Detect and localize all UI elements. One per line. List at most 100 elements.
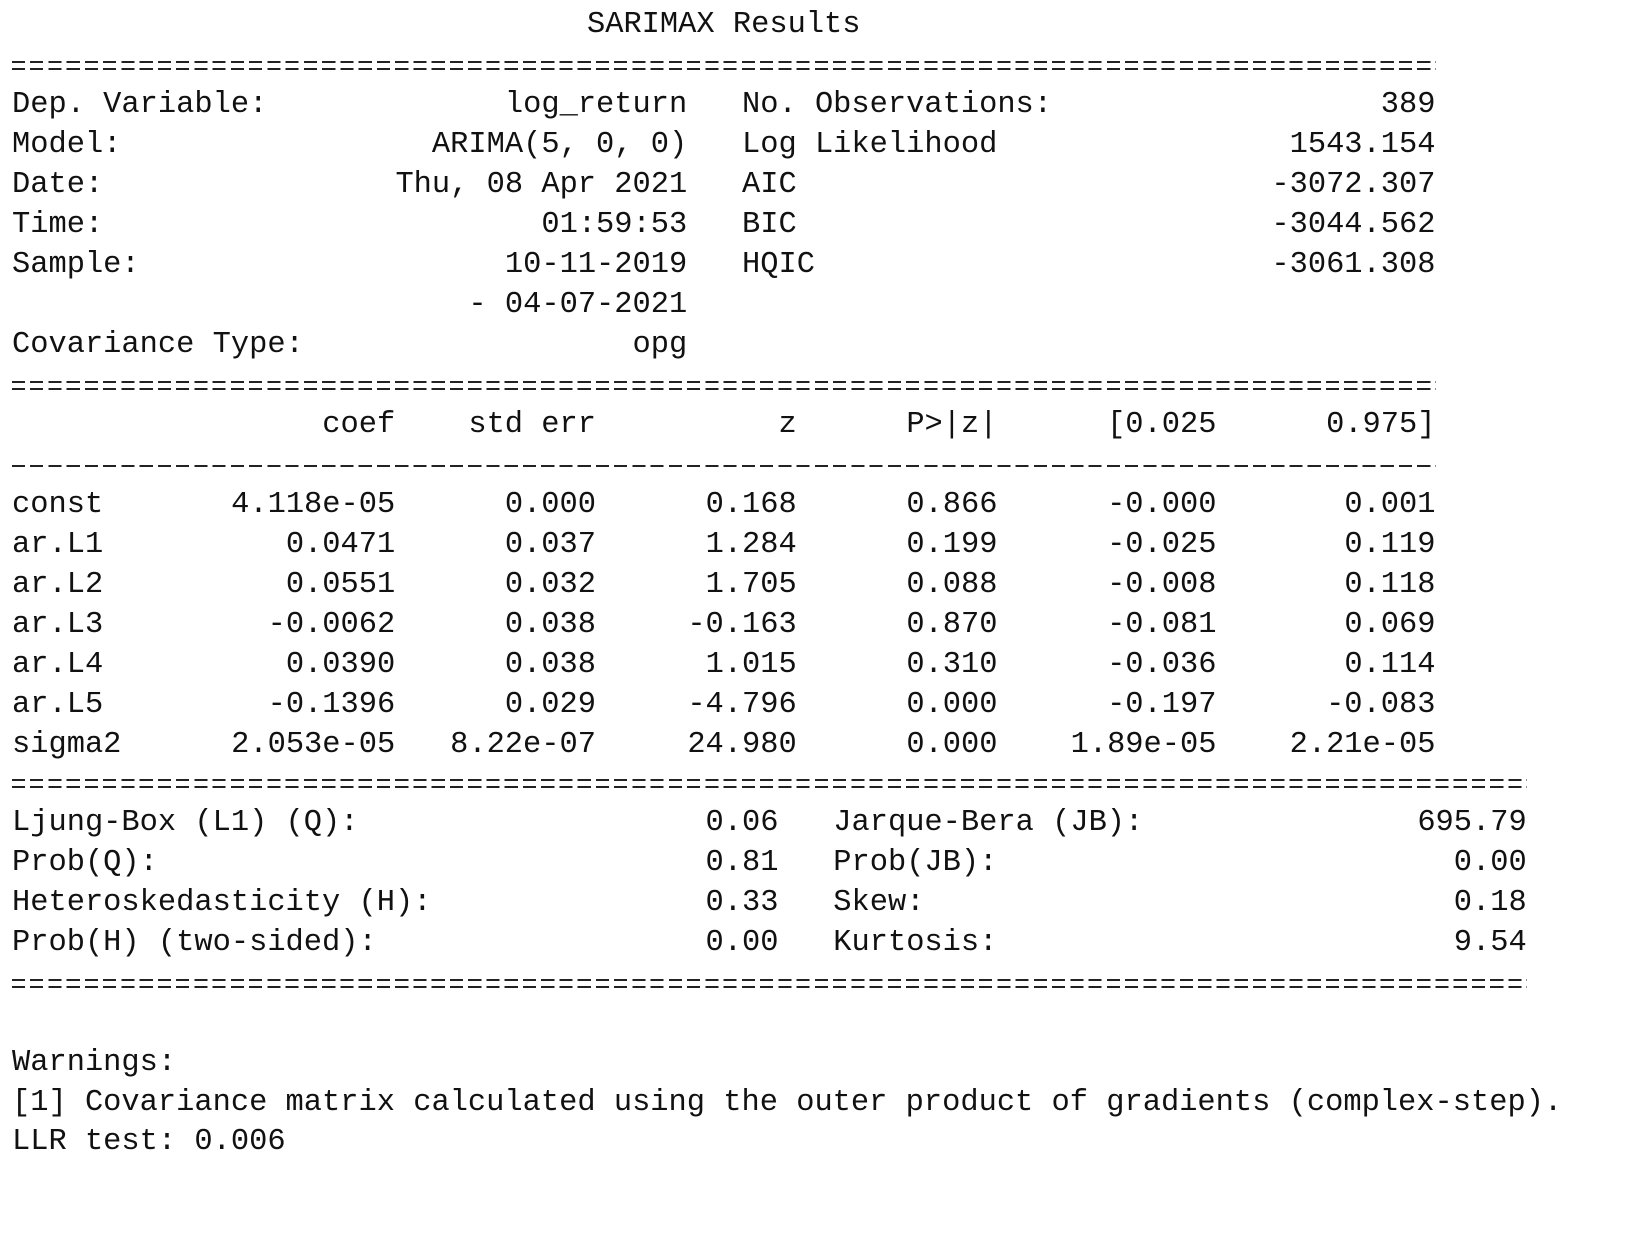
parameter-name: sigma2 xyxy=(12,728,122,762)
stat-label: Prob(JB): xyxy=(833,846,998,880)
stat-value: 0.00 xyxy=(1453,846,1527,880)
stat-label: Skew: xyxy=(833,886,925,920)
field-label: Time: xyxy=(12,208,104,242)
table-cell: 8.22e-07 xyxy=(450,728,596,762)
stat-label: Prob(H) (two-sided): xyxy=(12,926,377,960)
field-label: No. Observations: xyxy=(742,88,1053,122)
separator-bar xyxy=(12,381,1436,383)
column-header: P>|z| xyxy=(906,408,998,442)
parameter-name: ar.L5 xyxy=(12,688,104,722)
llr-test: LLR test: 0.006 xyxy=(12,1125,286,1159)
table-cell: -0.000 xyxy=(1107,488,1217,522)
warnings-heading: Warnings: xyxy=(12,1046,177,1080)
table-cell: -0.036 xyxy=(1107,648,1217,682)
separator-bar xyxy=(12,979,1527,981)
table-cell: 0.0551 xyxy=(285,568,396,602)
table-cell: 0.038 xyxy=(504,648,596,682)
table-cell: 1.705 xyxy=(705,568,797,602)
stat-label: Heteroskedasticity (H): xyxy=(12,886,432,920)
column-header: [0.025 xyxy=(1107,408,1217,442)
single-separator xyxy=(12,459,1436,471)
table-cell: 0.168 xyxy=(705,488,797,522)
table-cell: 0.199 xyxy=(906,528,998,562)
table-cell: -0.163 xyxy=(687,608,797,642)
table-cell: -0.0062 xyxy=(267,608,396,642)
table-cell: 1.015 xyxy=(705,648,797,682)
table-cell: 0.0471 xyxy=(285,528,396,562)
column-header: z xyxy=(778,408,797,442)
table-cell: 0.114 xyxy=(1344,648,1436,682)
stat-value: 0.18 xyxy=(1453,886,1527,920)
separator-bar xyxy=(12,388,1436,390)
field-value: -3061.308 xyxy=(1271,248,1436,282)
table-cell: 0.310 xyxy=(906,648,998,682)
table-cell: 2.21e-05 xyxy=(1289,728,1436,762)
parameter-name: ar.L2 xyxy=(12,568,104,602)
field-value: log_return xyxy=(504,88,688,122)
separator-bar xyxy=(12,779,1527,781)
table-cell: 0.069 xyxy=(1344,608,1436,642)
table-cell: 1.284 xyxy=(705,528,797,562)
table-cell: 24.980 xyxy=(687,728,797,762)
warning-text: [1] Covariance matrix calculated using t… xyxy=(12,1086,1563,1120)
table-cell: 0.029 xyxy=(504,688,596,722)
table-cell: 0.119 xyxy=(1344,528,1436,562)
table-cell: 0.118 xyxy=(1344,568,1436,602)
field-value: Thu, 08 Apr 2021 xyxy=(395,168,688,202)
field-value: 389 xyxy=(1380,88,1436,122)
double-separator xyxy=(12,59,1436,71)
field-value: ARIMA(5, 0, 0) xyxy=(431,128,688,162)
field-value: -3044.562 xyxy=(1271,208,1436,242)
table-cell: 0.000 xyxy=(906,688,998,722)
field-value: - 04-07-2021 xyxy=(468,288,688,322)
separator-bar xyxy=(12,61,1436,63)
field-label: Covariance Type: xyxy=(12,328,304,362)
separator-bar xyxy=(12,465,1436,467)
column-header: std err xyxy=(468,408,596,442)
field-label: Log Likelihood xyxy=(742,128,998,162)
stat-label: Ljung-Box (L1) (Q): xyxy=(12,806,359,840)
separator-bar xyxy=(12,68,1436,70)
table-cell: -0.081 xyxy=(1107,608,1217,642)
column-header: 0.975] xyxy=(1326,408,1436,442)
stat-value: 0.06 xyxy=(705,806,779,840)
table-cell: 0.037 xyxy=(504,528,596,562)
stat-value: 695.79 xyxy=(1417,806,1527,840)
table-cell: 0.0390 xyxy=(285,648,396,682)
table-cell: 2.053e-05 xyxy=(231,728,396,762)
table-cell: -0.008 xyxy=(1107,568,1217,602)
field-label: AIC xyxy=(742,168,797,202)
stat-value: 0.33 xyxy=(705,886,779,920)
field-label: BIC xyxy=(742,208,797,242)
double-separator xyxy=(12,977,1527,989)
table-cell: 4.118e-05 xyxy=(231,488,396,522)
table-cell: 1.89e-05 xyxy=(1070,728,1217,762)
title: SARIMAX Results xyxy=(586,8,861,42)
field-label: HQIC xyxy=(742,248,815,282)
parameter-name: ar.L4 xyxy=(12,648,104,682)
table-cell: -0.083 xyxy=(1326,688,1436,722)
table-cell: 0.866 xyxy=(906,488,998,522)
table-cell: 0.032 xyxy=(504,568,596,602)
field-value: 10-11-2019 xyxy=(504,248,688,282)
stat-value: 0.81 xyxy=(705,846,779,880)
field-value: 1543.154 xyxy=(1289,128,1436,162)
parameter-name: const xyxy=(12,488,104,522)
table-cell: -0.1396 xyxy=(267,688,396,722)
table-cell: -4.796 xyxy=(687,688,797,722)
separator-bar xyxy=(12,786,1527,788)
double-separator xyxy=(12,379,1436,391)
table-cell: -0.025 xyxy=(1107,528,1217,562)
field-value: opg xyxy=(632,328,688,362)
table-cell: -0.197 xyxy=(1107,688,1217,722)
field-value: -3072.307 xyxy=(1271,168,1436,202)
table-cell: 0.000 xyxy=(504,488,596,522)
field-value: 01:59:53 xyxy=(541,208,688,242)
double-separator xyxy=(12,777,1527,789)
table-cell: 0.870 xyxy=(906,608,998,642)
stat-label: Prob(Q): xyxy=(12,846,158,880)
table-cell: 0.000 xyxy=(906,728,998,762)
field-label: Dep. Variable: xyxy=(12,88,268,122)
field-label: Sample: xyxy=(12,248,140,282)
